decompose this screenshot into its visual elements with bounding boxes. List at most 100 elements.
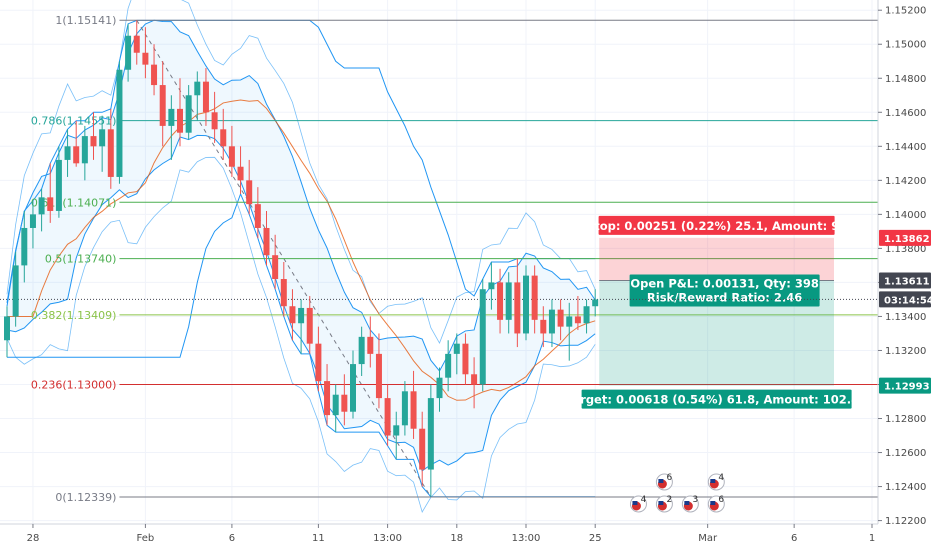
time-axis[interactable]: 28 Feb 6 11 13:00 18 13:00 25 Mar 6 1	[0, 523, 932, 550]
moving-average-line	[7, 99, 596, 401]
candle-body	[341, 394, 348, 412]
candle-body	[566, 316, 573, 327]
candle-body	[73, 146, 80, 164]
stop-label: Stop: 0.00251 (0.22%) 25.1, Amount: 99	[586, 219, 847, 233]
candle-body	[263, 227, 270, 256]
time-tick-label: Feb	[137, 533, 155, 544]
time-tick-label: 11	[312, 533, 325, 544]
stop-zone	[599, 237, 834, 281]
price-tick-label: 1.13400	[885, 312, 926, 323]
price-axis[interactable]: 1.15200 1.15000 1.14800 1.14600 1.14400 1.142…	[877, 0, 932, 527]
event-count: 4	[718, 473, 724, 483]
candle-body	[324, 381, 331, 416]
band-outer-lower-line	[6, 156, 596, 513]
event-count: 6	[718, 495, 724, 505]
candle-body	[142, 52, 149, 65]
price-tick-label: 1.14400	[885, 142, 926, 153]
event-flag-canton-icon	[710, 479, 716, 483]
candle-body	[592, 299, 599, 307]
short-position-tool[interactable]: Stop: 0.00251 (0.22%) 25.1, Amount: 99 Op…	[0, 215, 878, 409]
pnl-label-line-1: Open P&L: 0.00131, Qty: 398	[630, 277, 819, 291]
event-icon[interactable]: 6	[655, 473, 673, 491]
event-icon[interactable]: 6	[707, 495, 725, 513]
band-outer-upper-line	[6, 0, 596, 345]
event-flag-canton-icon	[710, 501, 716, 505]
candle-body	[254, 204, 261, 228]
event-count: 4	[641, 495, 647, 505]
candle-body	[21, 227, 28, 266]
candle-body	[358, 336, 365, 365]
fib-level-label: 0.5(1.13740)	[45, 253, 117, 266]
price-tag	[879, 229, 931, 246]
event-flag-canton-icon	[684, 501, 690, 505]
candle-body	[116, 69, 123, 177]
candle-body	[177, 108, 183, 133]
candle-body	[246, 180, 253, 205]
event-icon[interactable]: 3	[681, 495, 699, 513]
price-axis-background	[878, 0, 932, 524]
price-tick-label: 1.15200	[885, 6, 926, 17]
event-icon[interactable]: 2	[655, 495, 673, 513]
fib-level-label: 0.382(1.13409)	[31, 309, 117, 322]
price-tag-label: 1.12993	[884, 382, 930, 393]
candle-body	[384, 398, 391, 436]
event-count: 6	[667, 473, 673, 483]
price-tag	[879, 377, 931, 394]
price-tick-label: 1.14200	[885, 176, 926, 187]
fib-level-label: 0.236(1.13000)	[31, 378, 117, 391]
candle-body	[202, 81, 209, 113]
time-tick-label: 25	[589, 533, 602, 544]
candle-body	[29, 214, 36, 228]
pnl-label-line-2: Risk/Reward Ratio: 2.46	[647, 291, 802, 305]
candle-body	[548, 309, 555, 334]
fib-level-label: 0(1.12339)	[55, 491, 116, 504]
candle-body	[375, 353, 382, 399]
candle-body	[159, 85, 166, 126]
time-tick-label: 13:00	[512, 533, 541, 544]
candle-body	[367, 336, 374, 354]
event-count: 2	[667, 495, 673, 505]
candle-body	[540, 319, 547, 334]
candle-body	[151, 64, 158, 86]
price-tag-label: 1.13862	[884, 234, 930, 245]
target-label-box	[581, 389, 852, 409]
event-count: 3	[692, 495, 698, 505]
candle-body	[505, 282, 512, 320]
candle-body	[272, 255, 279, 280]
candle-body	[514, 282, 521, 334]
fib-level-label: 0.786(1.14551)	[31, 115, 117, 128]
time-tick-label: 6	[229, 533, 235, 544]
event-icon[interactable]: 4	[629, 495, 647, 513]
candlestick-series	[4, 20, 599, 497]
candle-body	[427, 398, 434, 470]
candle-body	[237, 166, 244, 181]
event-icon[interactable]: 4	[707, 473, 725, 491]
candle-body	[462, 343, 469, 375]
price-tick-label: 1.13800	[885, 244, 926, 255]
candle-body	[574, 316, 581, 324]
candle-body	[393, 425, 400, 436]
candle-body	[436, 377, 443, 399]
candle-body	[47, 197, 54, 211]
event-flag-canton-icon	[658, 479, 664, 483]
candle-body	[280, 279, 287, 307]
price-tick-label: 1.12600	[885, 448, 926, 459]
candle-body	[453, 343, 460, 354]
candle-body	[531, 275, 538, 320]
price-tag-label: 03:14:54	[884, 295, 932, 306]
economic-events[interactable]: 6 4 2 3 4 6	[629, 473, 725, 513]
time-tick-label: 6	[791, 533, 797, 544]
candle-body	[523, 275, 529, 334]
candle-body	[401, 391, 408, 426]
price-tick-label: 1.14800	[885, 74, 926, 85]
time-tick-label: 18	[450, 533, 463, 544]
target-label: Target: 0.00618 (0.54%) 61.8, Amount: 10…	[566, 393, 867, 407]
candle-body	[332, 394, 339, 416]
price-tick-label: 1.12400	[885, 482, 926, 493]
candle-body	[228, 146, 235, 167]
time-axis-background	[0, 524, 932, 550]
candle-body	[125, 35, 132, 70]
event-flag-canton-icon	[658, 501, 664, 505]
candle-body	[133, 35, 140, 53]
